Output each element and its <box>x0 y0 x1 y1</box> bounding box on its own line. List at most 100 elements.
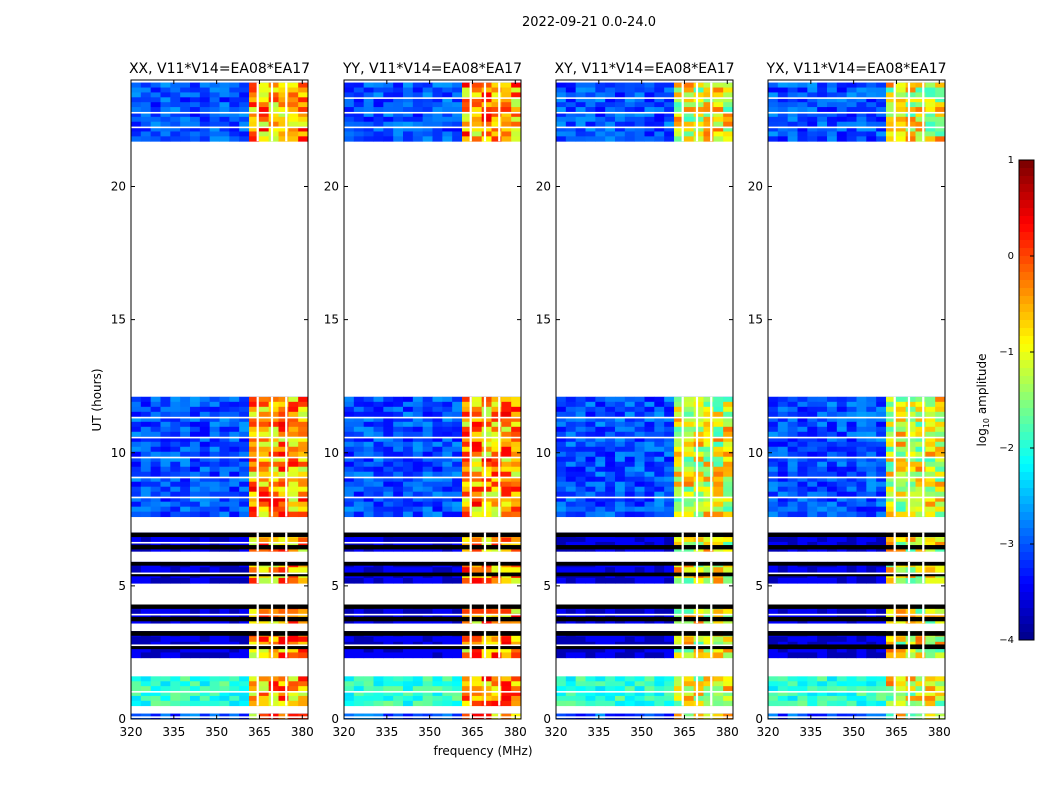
heat-cell <box>131 686 142 692</box>
heat-cell <box>501 107 512 113</box>
heat-cell <box>556 461 567 468</box>
heat-cell <box>511 111 521 118</box>
heat-cell <box>190 92 201 98</box>
heat-cell <box>481 537 492 543</box>
heat-cell <box>703 506 714 513</box>
heat-cell <box>353 456 365 463</box>
heat-cell <box>383 87 394 93</box>
heat-cell <box>895 537 907 543</box>
heat-cell <box>624 111 636 118</box>
heat-cell <box>905 501 916 508</box>
heat-cell <box>344 511 355 518</box>
heat-cell <box>624 82 636 88</box>
heat-cell <box>876 82 887 88</box>
heat-cell <box>249 406 260 413</box>
heat-cell <box>644 506 655 513</box>
heat-cell <box>278 501 289 508</box>
heat-cell <box>846 511 857 518</box>
heat-cell <box>229 609 240 615</box>
heat-cell <box>664 647 675 653</box>
heat-cell <box>160 471 171 478</box>
heat-cell <box>268 506 279 513</box>
colorbar-swatch <box>1019 336 1034 345</box>
heat-cell <box>876 431 887 438</box>
heat-cell <box>373 82 384 88</box>
heat-cell <box>442 476 453 483</box>
heat-cell <box>209 471 220 478</box>
heat-cell <box>634 511 645 518</box>
heat-cell <box>654 396 665 403</box>
heat-cell <box>925 676 936 682</box>
heat-cell <box>353 491 365 498</box>
heat-cell <box>383 609 394 615</box>
heat-cell <box>462 506 473 513</box>
heat-cell <box>817 471 828 478</box>
heat-cell <box>363 476 374 483</box>
heat-cell <box>353 713 365 719</box>
heat-cell <box>595 82 606 88</box>
heat-cell <box>654 431 665 438</box>
heat-cell <box>491 461 502 468</box>
heat-cell <box>615 136 626 142</box>
heat-cell <box>605 82 616 88</box>
heat-cell <box>278 401 289 408</box>
heat-cell <box>452 396 463 403</box>
heat-cell <box>140 511 152 518</box>
heat-cell <box>180 491 191 498</box>
heat-cell <box>363 441 374 448</box>
heat-cell <box>703 421 714 428</box>
heat-cell <box>807 511 818 518</box>
heat-cell <box>393 82 404 88</box>
heat-cell <box>595 441 606 448</box>
panel-image <box>768 82 945 719</box>
heat-cell <box>713 613 724 619</box>
heat-cell <box>268 136 279 142</box>
heat-cell <box>565 451 577 458</box>
heat-cell <box>565 396 577 403</box>
heat-cell <box>935 87 945 93</box>
heat-cell <box>501 431 512 438</box>
heat-cell <box>239 700 250 707</box>
heat-cell <box>363 446 374 453</box>
heat-cell <box>393 609 404 615</box>
heat-cell <box>876 695 887 702</box>
heat-cell <box>373 609 384 615</box>
heat-cell <box>683 681 695 687</box>
heat-cell <box>846 426 857 433</box>
heat-cell <box>713 577 724 584</box>
heat-cell <box>219 511 230 518</box>
heat-cell <box>199 436 211 443</box>
heat-cell <box>412 577 424 584</box>
heat-cell <box>595 577 606 584</box>
heat-cell <box>249 107 260 113</box>
heat-cell <box>876 107 887 113</box>
heat-cell <box>344 681 355 687</box>
heat-cell <box>925 466 936 473</box>
heat-cell <box>895 431 907 438</box>
heat-cell <box>787 446 798 453</box>
heat-cell <box>683 636 695 643</box>
heat-cell <box>278 111 289 118</box>
heat-cell <box>268 567 279 573</box>
heat-cell <box>634 431 645 438</box>
heat-cell <box>239 401 250 408</box>
heat-cell <box>787 456 798 463</box>
heat-cell <box>462 636 473 643</box>
colorbar-swatch <box>1019 240 1034 249</box>
colorbar-swatch <box>1019 352 1034 361</box>
heat-cell <box>268 436 279 443</box>
heat-cell <box>239 609 250 615</box>
heat-cell <box>298 431 308 438</box>
heat-cell <box>199 491 211 498</box>
heat-cell <box>209 136 220 142</box>
heat-cell <box>797 541 808 547</box>
heat-cell <box>268 116 279 123</box>
heat-cell <box>131 681 142 687</box>
heat-cell <box>925 102 936 108</box>
heat-cell <box>925 451 936 458</box>
heat-cell <box>664 695 675 702</box>
heat-cell <box>634 97 645 103</box>
heat-cell <box>585 401 596 408</box>
heat-cell <box>807 676 818 682</box>
heat-cell <box>935 131 945 137</box>
